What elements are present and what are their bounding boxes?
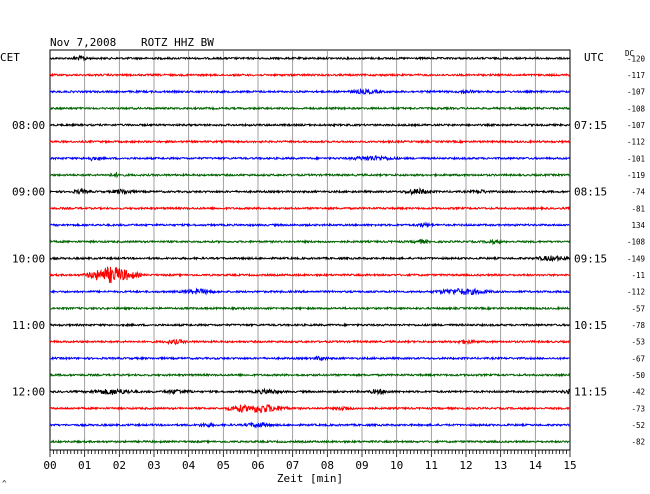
right-hour-label: 11:15 [574, 386, 607, 399]
seismic-traces [49, 54, 571, 445]
dc-offset-label: -67 [631, 354, 645, 363]
trace-row [49, 122, 571, 128]
dc-offset-label: -50 [631, 371, 645, 380]
left-timezone-label: CET [0, 51, 20, 64]
right-hour-label: 09:15 [574, 252, 607, 265]
dc-offset-label: -108 [627, 238, 646, 247]
dc-offset-label: -82 [631, 438, 645, 447]
dc-offset-label: -107 [627, 88, 645, 97]
x-tick-label: 11 [425, 459, 438, 472]
x-tick-label: 08 [321, 459, 334, 472]
chart-grid [49, 49, 571, 451]
x-axis-title: Zeit [min] [277, 472, 343, 485]
trace-row [49, 154, 571, 162]
dc-offset-label: -108 [627, 104, 646, 113]
dc-offset-label: -73 [631, 404, 645, 413]
dc-offset-labels: -120 -117 -107 -108 -107 -112 -101 -119 -74 -81 13… [627, 54, 646, 446]
chart-station: ROTZ HHZ BW [141, 36, 214, 49]
trace-row [49, 372, 571, 378]
right-hour-label: 07:15 [574, 119, 607, 132]
x-tick-label: 10 [390, 459, 403, 472]
dc-offset-label: -52 [631, 421, 645, 430]
left-hour-label: 11:00 [12, 319, 45, 332]
trace-row [49, 322, 571, 328]
x-tick-label: 09 [355, 459, 368, 472]
x-tick-label: 12 [459, 459, 472, 472]
trace-row [49, 421, 571, 429]
corner-mark: ^ [2, 479, 7, 488]
left-hour-label: 08:00 [12, 119, 45, 132]
trace-row [49, 403, 571, 414]
dc-offset-label: -53 [631, 338, 645, 347]
x-tick-label: 15 [563, 459, 576, 472]
x-tick-label: 13 [494, 459, 507, 472]
dc-offset-label: -42 [631, 388, 645, 397]
dc-offset-label: 134 [631, 221, 645, 230]
trace-row [49, 171, 571, 179]
x-tick-label: 04 [182, 459, 196, 472]
dc-offset-label: -81 [631, 204, 645, 213]
right-timezone-label: UTC [584, 51, 604, 64]
trace-row [49, 72, 571, 78]
dc-offset-label: -107 [627, 121, 645, 130]
dc-offset-label: -78 [631, 321, 645, 330]
x-tick-label: 06 [251, 459, 264, 472]
right-hour-label: 10:15 [574, 319, 607, 332]
x-tick-label: 01 [78, 459, 91, 472]
trace-row [49, 105, 571, 111]
right-hour-labels: 07:15 08:15 09:15 10:15 11:15 [574, 119, 607, 399]
x-tick-label: 07 [286, 459, 299, 472]
trace-row [49, 387, 571, 396]
trace-row [49, 265, 571, 284]
dc-header-label: DC [625, 49, 634, 58]
trace-row [49, 255, 571, 263]
trace-row [49, 87, 571, 95]
left-hour-label: 09:00 [12, 186, 45, 199]
x-tick-label: 05 [217, 459, 230, 472]
dc-offset-label: -101 [627, 154, 645, 163]
trace-row [49, 186, 571, 196]
x-tick-label: 14 [529, 459, 543, 472]
dc-offset-label: -149 [627, 254, 645, 263]
trace-row [49, 355, 571, 362]
dc-offset-label: -74 [631, 188, 645, 197]
right-hour-label: 08:15 [574, 186, 607, 199]
chart-date: Nov 7,2008 [50, 36, 116, 49]
x-tick-label: 00 [43, 459, 56, 472]
dc-offset-label: -117 [627, 71, 645, 80]
left-hour-labels: 08:00 09:00 10:00 11:00 12:00 [12, 119, 45, 399]
x-tick-label: 02 [113, 459, 126, 472]
dc-offset-label: -112 [627, 138, 645, 147]
left-hour-label: 12:00 [12, 386, 45, 399]
trace-row [49, 54, 571, 62]
trace-row [49, 287, 571, 296]
trace-row [49, 305, 571, 311]
trace-row [49, 221, 571, 229]
dc-offset-label: -11 [631, 271, 645, 280]
trace-row [49, 139, 571, 145]
x-axis: 00 01 02 03 04 05 06 07 08 09 10 11 12 13 14 15 [43, 450, 577, 472]
dc-offset-label: -119 [627, 171, 645, 180]
x-tick-label: 03 [147, 459, 160, 472]
trace-row [49, 439, 571, 445]
trace-row [49, 338, 571, 346]
dc-offset-label: -120 [627, 54, 646, 63]
dc-offset-label: -57 [631, 304, 645, 313]
left-hour-label: 10:00 [12, 252, 45, 265]
dc-offset-label: -112 [627, 288, 645, 297]
trace-row [49, 205, 571, 212]
trace-row [49, 238, 571, 246]
